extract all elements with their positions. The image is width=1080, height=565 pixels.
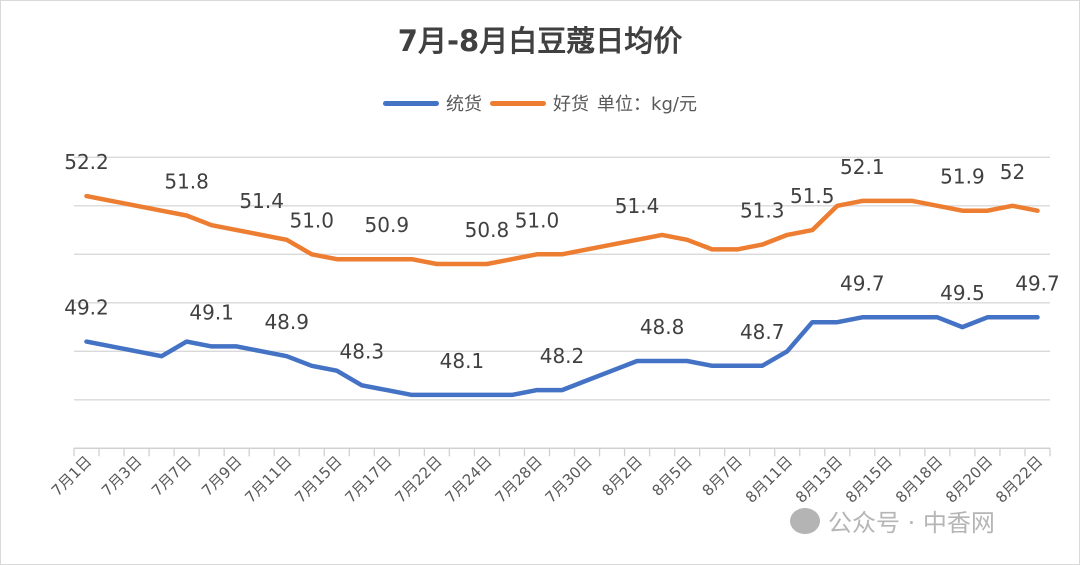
data-label: 49.7 — [1015, 271, 1060, 295]
data-label: 51.4 — [615, 194, 660, 218]
data-label: 48.8 — [640, 315, 685, 339]
watermark: 公众号 · 中香网 — [790, 503, 995, 538]
data-label: 51.0 — [515, 208, 560, 232]
data-label: 51.3 — [740, 199, 785, 223]
x-tick-label: 7月1日 — [48, 452, 95, 499]
legend-item-tonghuo: 统货 — [383, 90, 482, 116]
watermark-text: 公众号 · 中香网 — [828, 509, 995, 537]
legend: 统货 好货 单位：kg/元 — [0, 90, 1080, 116]
legend-label: 好货 — [553, 94, 590, 115]
data-label: 48.2 — [540, 344, 585, 368]
x-tick-label: 7月24日 — [442, 452, 496, 506]
x-tick-label: 8月18日 — [892, 452, 946, 506]
x-tick-label: 7月22日 — [392, 452, 446, 506]
data-label: 48.7 — [740, 320, 785, 344]
data-label: 52.2 — [64, 150, 109, 174]
data-label: 51.8 — [164, 170, 209, 194]
x-tick-label: 7月7日 — [148, 452, 195, 499]
data-label: 49.2 — [64, 296, 109, 320]
x-tick-label: 8月15日 — [842, 452, 896, 506]
data-label: 51.9 — [940, 165, 985, 189]
data-label: 48.9 — [264, 310, 309, 334]
legend-label: 统货 — [446, 94, 483, 115]
x-tick-label: 8月20日 — [942, 452, 996, 506]
x-tick-label: 8月2日 — [598, 452, 645, 499]
data-label: 52.1 — [840, 155, 885, 179]
chart-title: 7月-8月白豆蔻日均价 — [397, 24, 683, 58]
x-tick-label: 7月9日 — [198, 452, 245, 499]
x-tick-label: 7月28日 — [492, 452, 546, 506]
x-tick-label: 8月7日 — [699, 452, 746, 499]
data-label: 51.0 — [289, 208, 334, 232]
x-tick-label: 8月5日 — [649, 452, 696, 499]
x-tick-label: 7月17日 — [341, 452, 395, 506]
legend-swatch-blue — [383, 100, 440, 106]
x-tick-label: 8月22日 — [992, 452, 1046, 506]
data-label: 49.7 — [840, 271, 885, 295]
wechat-icon — [790, 507, 820, 534]
x-tick-label: 8月11日 — [742, 452, 796, 506]
data-label: 49.5 — [940, 281, 985, 305]
data-label: 49.1 — [189, 300, 234, 324]
legend-item-haohuo: 好货 单位：kg/元 — [490, 90, 697, 116]
data-label: 48.1 — [440, 349, 485, 373]
x-tick-label: 7月3日 — [98, 452, 145, 499]
data-label: 50.8 — [465, 218, 510, 242]
x-tick-label: 7月11日 — [241, 452, 295, 506]
data-label: 52 — [1000, 160, 1025, 184]
data-label: 51.5 — [790, 184, 835, 208]
x-tick-label: 7月15日 — [291, 452, 345, 506]
unit-note: 单位：kg/元 — [597, 94, 697, 115]
data-label: 51.4 — [239, 189, 284, 213]
data-label: 48.3 — [340, 339, 385, 363]
data-label: 50.9 — [365, 213, 410, 237]
x-tick-label: 7月30日 — [542, 452, 596, 506]
x-tick-label: 8月13日 — [792, 452, 846, 506]
legend-swatch-orange — [490, 100, 547, 106]
